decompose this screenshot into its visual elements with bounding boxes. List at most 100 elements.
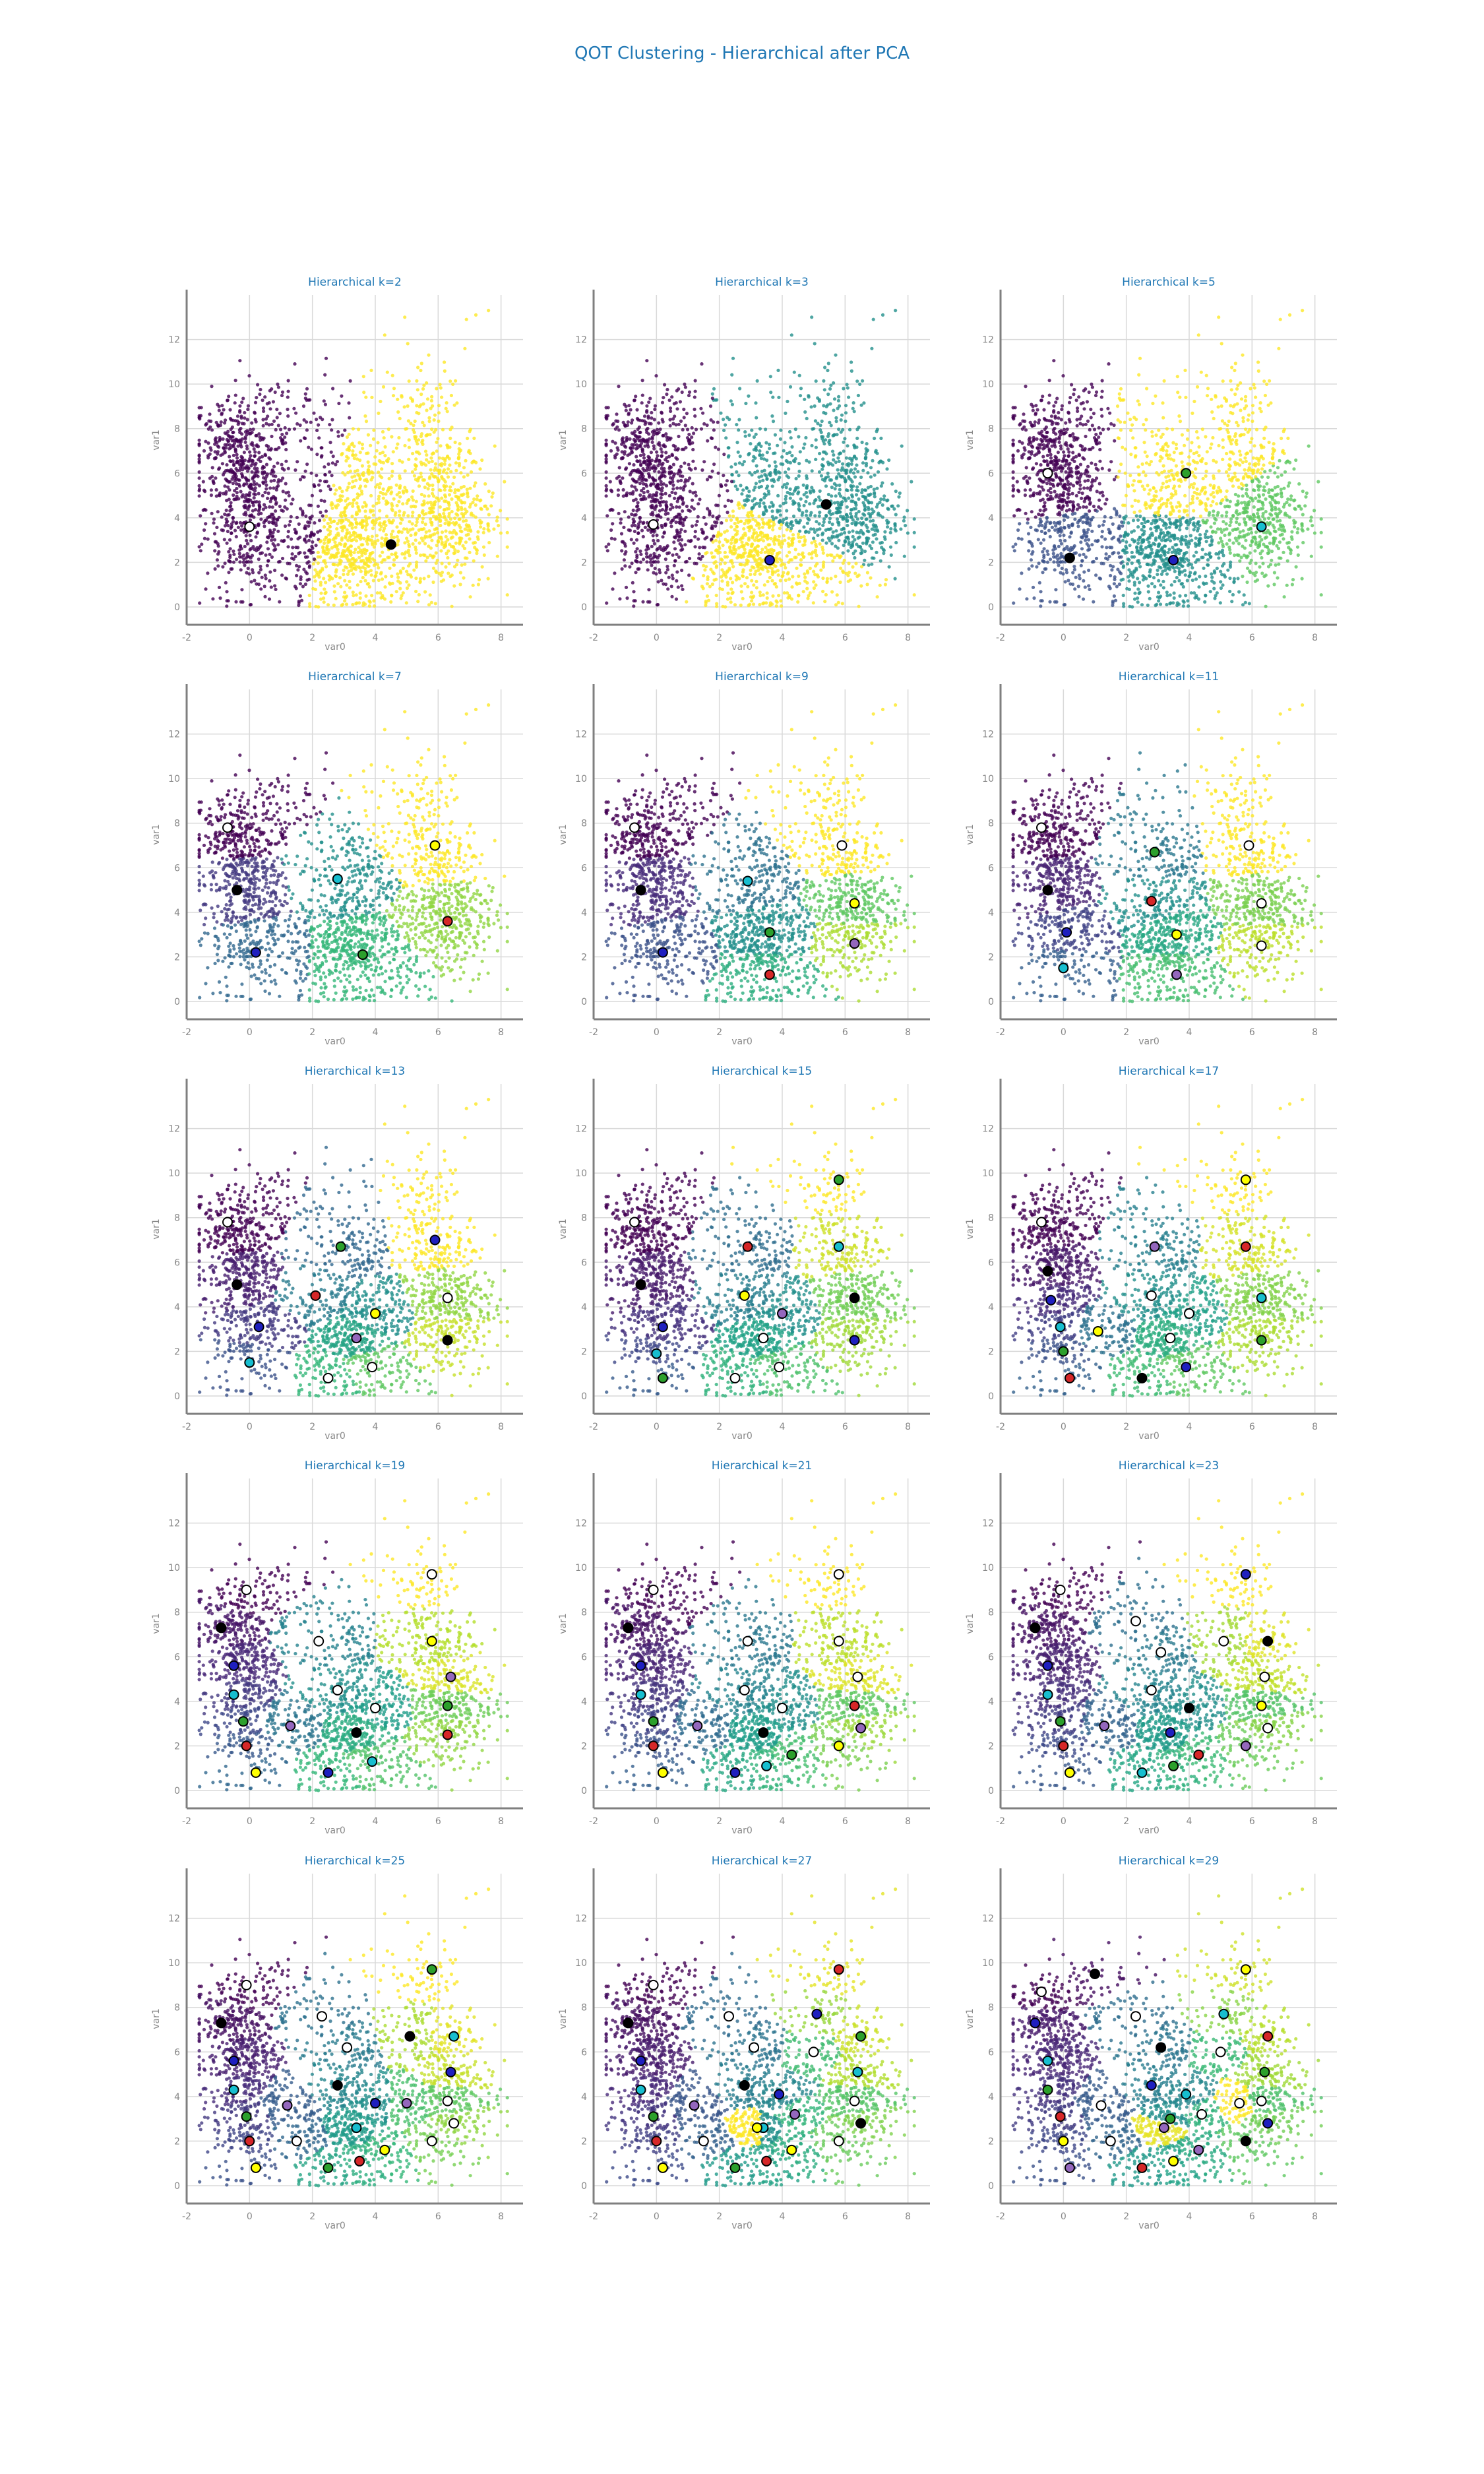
data-point [506, 531, 509, 534]
data-point [238, 409, 241, 412]
data-point [251, 509, 255, 513]
data-point [719, 412, 722, 415]
data-point [673, 445, 677, 448]
data-point [652, 429, 656, 432]
data-point [873, 437, 876, 440]
data-point [281, 476, 284, 480]
data-point [786, 528, 789, 531]
data-point [229, 460, 232, 463]
data-point [443, 468, 446, 472]
data-point [631, 478, 634, 481]
data-point [820, 546, 824, 549]
data-point [261, 466, 264, 470]
data-point [228, 555, 232, 559]
data-point [227, 395, 230, 398]
data-point [840, 475, 843, 478]
data-point [692, 431, 695, 435]
data-point [831, 559, 834, 563]
data-point [866, 529, 869, 532]
data-point [321, 546, 325, 550]
data-point [660, 496, 663, 499]
data-point [270, 538, 273, 542]
data-point [200, 406, 203, 409]
data-point [425, 530, 428, 534]
data-point [857, 426, 861, 429]
data-point [204, 587, 207, 590]
data-point [468, 537, 471, 540]
data-point [365, 503, 368, 507]
data-point [261, 494, 264, 497]
data-point [438, 457, 441, 460]
data-point [680, 517, 683, 521]
data-point [684, 424, 687, 427]
data-point [827, 493, 830, 496]
data-point [400, 394, 403, 397]
data-point [605, 442, 608, 445]
data-point [673, 516, 676, 519]
data-point [635, 408, 638, 412]
data-point [216, 552, 220, 555]
data-point [401, 502, 404, 505]
data-point [276, 519, 279, 522]
data-point [830, 534, 834, 538]
data-point [435, 544, 439, 547]
data-point [430, 428, 433, 431]
data-point [290, 502, 293, 505]
data-point [700, 528, 703, 531]
data-point [489, 504, 493, 507]
data-point [465, 318, 468, 321]
data-point [381, 536, 384, 540]
data-point [223, 484, 226, 488]
data-point [882, 497, 886, 501]
data-point [277, 424, 280, 427]
data-point [726, 511, 729, 514]
data-point [764, 493, 768, 497]
data-point [757, 539, 760, 542]
data-point [229, 470, 232, 474]
data-point [251, 545, 255, 548]
data-point [668, 398, 671, 402]
data-point [448, 463, 451, 466]
data-point [234, 394, 237, 397]
data-point [315, 453, 319, 456]
data-point [848, 561, 851, 565]
data-point [794, 428, 797, 431]
data-point [444, 529, 447, 532]
data-point [493, 445, 497, 448]
data-point [305, 420, 308, 424]
data-point [477, 583, 480, 586]
data-point [817, 575, 820, 579]
data-point [340, 511, 343, 515]
data-point [735, 532, 739, 536]
data-point [647, 400, 650, 404]
data-point [817, 505, 820, 508]
data-point [264, 484, 268, 487]
data-point [635, 555, 638, 559]
data-point [788, 451, 791, 454]
data-point [780, 523, 783, 526]
data-point [249, 428, 252, 431]
data-point [349, 470, 352, 473]
data-point [853, 556, 856, 559]
data-point [438, 471, 441, 474]
data-point [788, 577, 791, 581]
data-point [198, 494, 201, 497]
data-point [255, 420, 258, 424]
data-point [821, 524, 824, 527]
data-point [376, 441, 379, 444]
data-point [200, 542, 203, 546]
data-point [653, 542, 656, 546]
data-point [840, 418, 843, 422]
data-point [790, 454, 793, 457]
data-point [751, 499, 754, 503]
data-point [272, 420, 276, 423]
data-point [660, 475, 663, 478]
data-point [245, 477, 248, 480]
data-point [786, 596, 789, 600]
data-point [653, 418, 656, 421]
data-point [414, 538, 417, 542]
data-point [303, 552, 306, 555]
data-point [335, 552, 338, 555]
data-point [296, 568, 299, 571]
data-point [830, 542, 834, 545]
